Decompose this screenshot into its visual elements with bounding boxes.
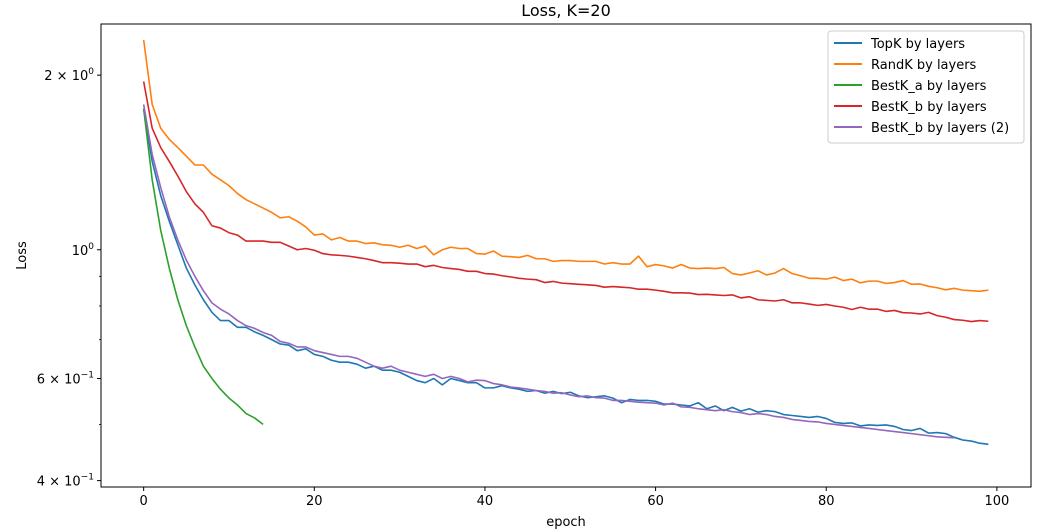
plot-frame [100, 23, 1032, 488]
chart-title: Loss, K=20 [521, 1, 611, 20]
x-tick-label: 20 [306, 494, 323, 509]
legend-label: TopK by layers [870, 37, 965, 52]
x-tick-label: 80 [818, 494, 835, 509]
series-line-2 [142, 39, 989, 293]
x-tick-label: 40 [477, 494, 494, 509]
plot-area [142, 39, 989, 446]
y-tick-label: 6 × 10−1 [37, 370, 94, 387]
legend-box [827, 30, 1025, 144]
axes: 0 20 40 60 80 100 4 × 10−1 6 × 10−1 100 2 × 100 [37, 23, 1032, 509]
y-tick-label: 100 [72, 242, 95, 259]
legend-label: BestK_b by layers [871, 100, 987, 115]
series-line-3 [142, 108, 264, 426]
x-tick-label: 100 [984, 494, 1009, 509]
y-tick-label: 4 × 10−1 [37, 473, 94, 490]
y-tick-label: 2 × 100 [44, 67, 94, 84]
series-line-5 [142, 104, 955, 439]
series-line-4 [142, 81, 989, 323]
legend-label: BestK_a by layers [871, 79, 987, 94]
legend-label: BestK_b by layers (2) [871, 121, 1009, 136]
x-tick-label: 0 [140, 494, 148, 509]
x-tick-label: 60 [647, 494, 664, 509]
legend: TopK by layers RandK by layers BestK_a by … [827, 30, 1025, 144]
series-line-1 [142, 108, 989, 446]
y-axis-label: Loss [15, 241, 30, 270]
legend-label: RandK by layers [871, 58, 977, 73]
x-axis-label: epoch [546, 515, 586, 530]
